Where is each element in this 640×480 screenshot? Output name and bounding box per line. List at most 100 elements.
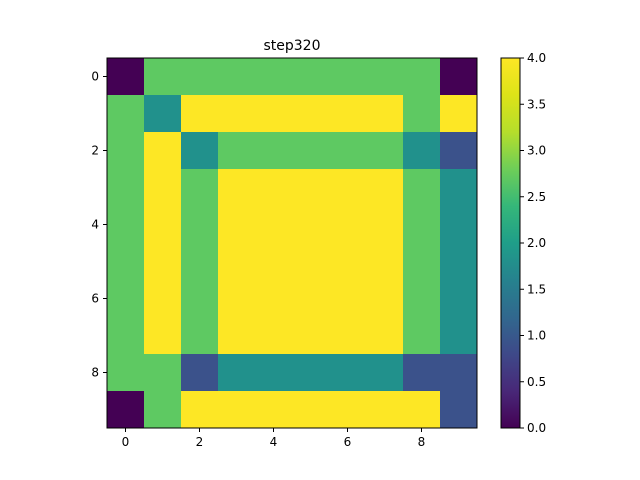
heatmap-cell-r8-c3 bbox=[218, 354, 256, 392]
heatmap-cell-r7-c4 bbox=[255, 317, 293, 355]
heatmap-cell-r3-c8 bbox=[403, 169, 441, 207]
x-tick-label: 2 bbox=[196, 435, 204, 449]
colorbar bbox=[500, 57, 521, 429]
heatmap-cell-r7-c2 bbox=[181, 317, 219, 355]
heatmap-cell-r1-c5 bbox=[292, 95, 330, 133]
heatmap-cell-r5-c2 bbox=[181, 243, 219, 281]
chart-title: step320 bbox=[263, 38, 320, 54]
x-tick-label: 4 bbox=[270, 435, 278, 449]
heatmap-cell-r6-c4 bbox=[255, 280, 293, 318]
heatmap-cell-r0-c9 bbox=[440, 58, 478, 96]
heatmap-cell-r0-c2 bbox=[181, 58, 219, 96]
heatmap-cell-r4-c4 bbox=[255, 206, 293, 244]
heatmap-cell-r6-c3 bbox=[218, 280, 256, 318]
colorbar-tick-label: 1.5 bbox=[527, 282, 546, 296]
heatmap-cell-r9-c5 bbox=[292, 391, 330, 429]
heatmap-cell-r2-c3 bbox=[218, 132, 256, 170]
heatmap-cell-r7-c1 bbox=[144, 317, 182, 355]
y-tick-label: 0 bbox=[91, 70, 99, 84]
colorbar-tick-label: 4.0 bbox=[527, 51, 546, 65]
heatmap-cell-r1-c0 bbox=[107, 95, 145, 133]
heatmap-cell-r3-c2 bbox=[181, 169, 219, 207]
heatmap-cell-r5-c6 bbox=[329, 243, 367, 281]
colorbar-tick-label: 1.0 bbox=[527, 329, 546, 343]
heatmap-cell-r6-c2 bbox=[181, 280, 219, 318]
heatmap-cell-r6-c9 bbox=[440, 280, 478, 318]
heatmap-cell-r4-c1 bbox=[144, 206, 182, 244]
x-tick-label: 6 bbox=[344, 435, 352, 449]
x-axis: 0 2 4 6 8 bbox=[122, 428, 426, 449]
heatmap-cell-r7-c0 bbox=[107, 317, 145, 355]
y-tick-label: 8 bbox=[91, 366, 99, 380]
heatmap-cell-r2-c1 bbox=[144, 132, 182, 170]
heatmap-cell-r5-c9 bbox=[440, 243, 478, 281]
heatmap-cell-r8-c8 bbox=[403, 354, 441, 392]
colorbar-tick-label: 3.0 bbox=[527, 144, 546, 158]
heatmap-cell-r8-c4 bbox=[255, 354, 293, 392]
heatmap-cell-r4-c0 bbox=[107, 206, 145, 244]
plot-frame bbox=[106, 57, 478, 429]
heatmap-cell-r4-c8 bbox=[403, 206, 441, 244]
heatmap-cell-r4-c7 bbox=[366, 206, 404, 244]
heatmap-cell-r1-c2 bbox=[181, 95, 219, 133]
heatmap-cell-r7-c8 bbox=[403, 317, 441, 355]
heatmap-cell-r8-c0 bbox=[107, 354, 145, 392]
heatmap-cell-r9-c4 bbox=[255, 391, 293, 429]
heatmap-cell-r7-c6 bbox=[329, 317, 367, 355]
y-tick-label: 6 bbox=[91, 292, 99, 306]
heatmap-cell-r5-c5 bbox=[292, 243, 330, 281]
x-tick-label: 8 bbox=[418, 435, 426, 449]
heatmap-cell-r1-c4 bbox=[255, 95, 293, 133]
heatmap-cell-r0-c1 bbox=[144, 58, 182, 96]
heatmap-cell-r8-c9 bbox=[440, 354, 478, 392]
heatmap-cell-r3-c6 bbox=[329, 169, 367, 207]
heatmap-cell-r3-c9 bbox=[440, 169, 478, 207]
y-tick-label: 2 bbox=[91, 144, 99, 158]
heatmap-cell-r1-c7 bbox=[366, 95, 404, 133]
heatmap-cell-r5-c1 bbox=[144, 243, 182, 281]
heatmap-cell-r0-c4 bbox=[255, 58, 293, 96]
heatmap-cell-r9-c8 bbox=[403, 391, 441, 429]
heatmap-cell-r2-c2 bbox=[181, 132, 219, 170]
heatmap-cell-r6-c1 bbox=[144, 280, 182, 318]
heatmap-cell-r0-c3 bbox=[218, 58, 256, 96]
heatmap-cell-r3-c0 bbox=[107, 169, 145, 207]
heatmap-cell-r3-c7 bbox=[366, 169, 404, 207]
heatmap-cell-r9-c0 bbox=[107, 391, 145, 429]
heatmap-cell-r2-c6 bbox=[329, 132, 367, 170]
heatmap-cell-r2-c4 bbox=[255, 132, 293, 170]
heatmap-cell-r0-c6 bbox=[329, 58, 367, 96]
heatmap-cells bbox=[107, 58, 478, 429]
heatmap-cell-r0-c8 bbox=[403, 58, 441, 96]
heatmap-cell-r8-c1 bbox=[144, 354, 182, 392]
colorbar-tick-label: 2.5 bbox=[527, 190, 546, 204]
heatmap-cell-r4-c9 bbox=[440, 206, 478, 244]
heatmap-cell-r9-c1 bbox=[144, 391, 182, 429]
heatmap-cell-r3-c5 bbox=[292, 169, 330, 207]
heatmap-cell-r5-c4 bbox=[255, 243, 293, 281]
heatmap-cell-r9-c3 bbox=[218, 391, 256, 429]
y-tick-label: 4 bbox=[91, 218, 99, 232]
heatmap-cell-r8-c2 bbox=[181, 354, 219, 392]
heatmap-cell-r2-c7 bbox=[366, 132, 404, 170]
colorbar-tick-label: 0.5 bbox=[527, 375, 546, 389]
heatmap-cell-r1-c3 bbox=[218, 95, 256, 133]
heatmap-cell-r0-c5 bbox=[292, 58, 330, 96]
heatmap-cell-r7-c7 bbox=[366, 317, 404, 355]
heatmap-cell-r3-c3 bbox=[218, 169, 256, 207]
heatmap-cell-r8-c7 bbox=[366, 354, 404, 392]
heatmap-cell-r6-c8 bbox=[403, 280, 441, 318]
heatmap-cell-r8-c5 bbox=[292, 354, 330, 392]
heatmap-cell-r1-c8 bbox=[403, 95, 441, 133]
heatmap-cell-r6-c5 bbox=[292, 280, 330, 318]
y-axis: 0 2 4 6 8 bbox=[91, 70, 107, 380]
heatmap-cell-r9-c6 bbox=[329, 391, 367, 429]
heatmap-cell-r8-c6 bbox=[329, 354, 367, 392]
heatmap-cell-r5-c0 bbox=[107, 243, 145, 281]
heatmap-cell-r7-c3 bbox=[218, 317, 256, 355]
heatmap-cell-r4-c6 bbox=[329, 206, 367, 244]
heatmap-cell-r3-c4 bbox=[255, 169, 293, 207]
heatmap-cell-r2-c5 bbox=[292, 132, 330, 170]
heatmap-cell-r2-c9 bbox=[440, 132, 478, 170]
heatmap-cell-r5-c8 bbox=[403, 243, 441, 281]
